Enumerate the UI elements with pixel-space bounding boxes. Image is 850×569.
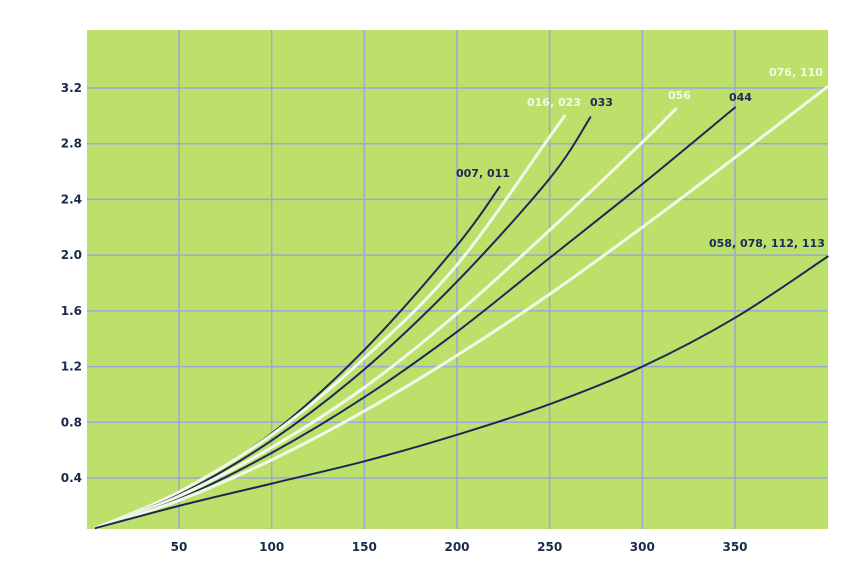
series-labels: 007, 011 016, 023 033 056 044 076, 110 058, 07… (456, 66, 825, 250)
x-axis-ticks: 50 100 150 200 250 300 350 (171, 540, 748, 554)
series-line (94, 106, 736, 530)
series-lines (94, 85, 830, 530)
y-tick-label: 2.4 (61, 192, 82, 206)
series-label: 056 (668, 89, 691, 102)
y-tick-label: 1.2 (61, 360, 82, 374)
x-tick-label: 300 (630, 540, 655, 554)
x-tick-label: 50 (171, 540, 188, 554)
x-tick-label: 100 (259, 540, 284, 554)
series-label: 007, 011 (456, 167, 510, 180)
series-line (94, 85, 830, 530)
y-tick-label: 0.8 (61, 415, 82, 429)
series-label: 076, 110 (769, 66, 823, 79)
series-line (94, 107, 678, 530)
series-label: 058, 078, 112, 113 (709, 237, 825, 250)
y-tick-label: 2.0 (61, 248, 82, 262)
series-line (94, 114, 566, 530)
y-axis-ticks: 0.4 0.8 1.2 1.6 2.0 2.4 2.8 3.2 (61, 81, 82, 485)
y-tick-label: 1.6 (61, 304, 82, 318)
x-tick-label: 250 (537, 540, 562, 554)
x-tick-label: 150 (352, 540, 377, 554)
series-label: 044 (729, 91, 752, 104)
series-label: 033 (590, 96, 613, 109)
x-tick-label: 200 (444, 540, 469, 554)
series-line (94, 255, 829, 530)
y-tick-label: 0.4 (61, 471, 82, 485)
y-tick-label: 2.8 (61, 137, 82, 151)
series-label: 016, 023 (527, 96, 581, 109)
y-tick-label: 3.2 (61, 81, 82, 95)
x-tick-label: 350 (722, 540, 747, 554)
